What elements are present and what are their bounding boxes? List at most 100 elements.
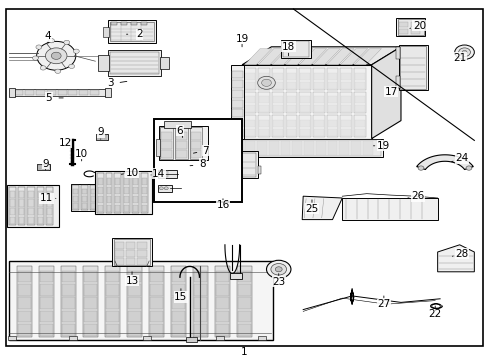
- Bar: [106, 297, 119, 309]
- Bar: [106, 271, 119, 282]
- Bar: [312, 115, 324, 137]
- Bar: [9, 261, 272, 340]
- Text: 12: 12: [58, 138, 72, 148]
- Bar: [341, 120, 350, 127]
- Bar: [37, 187, 44, 225]
- Bar: [160, 57, 169, 69]
- Text: 20: 20: [412, 21, 425, 31]
- Bar: [285, 68, 297, 90]
- Bar: [150, 311, 163, 322]
- Bar: [19, 217, 24, 224]
- Bar: [150, 297, 163, 309]
- Bar: [312, 92, 324, 113]
- Bar: [150, 324, 163, 336]
- Bar: [172, 297, 184, 309]
- Circle shape: [37, 41, 76, 70]
- Bar: [286, 129, 296, 136]
- Bar: [40, 297, 53, 309]
- Bar: [259, 129, 268, 136]
- Bar: [176, 141, 186, 149]
- Text: 3: 3: [106, 78, 113, 88]
- Polygon shape: [416, 155, 472, 170]
- Text: 6: 6: [176, 126, 183, 136]
- Bar: [72, 185, 79, 210]
- Bar: [27, 187, 35, 225]
- Bar: [141, 22, 146, 25]
- Text: 27: 27: [376, 299, 390, 309]
- Bar: [109, 52, 159, 74]
- Bar: [158, 170, 176, 178]
- Bar: [84, 324, 97, 336]
- Circle shape: [465, 166, 471, 170]
- Bar: [313, 82, 323, 89]
- Bar: [172, 271, 184, 282]
- Bar: [161, 150, 172, 158]
- Bar: [313, 120, 323, 127]
- Bar: [137, 258, 146, 265]
- Bar: [190, 150, 201, 158]
- Bar: [161, 132, 172, 140]
- Bar: [398, 45, 427, 90]
- Bar: [232, 71, 242, 78]
- Bar: [354, 82, 364, 89]
- Bar: [97, 173, 103, 213]
- Text: 18: 18: [281, 42, 295, 52]
- Bar: [115, 187, 120, 194]
- Polygon shape: [326, 49, 353, 65]
- Bar: [132, 173, 139, 213]
- Bar: [18, 324, 31, 336]
- Bar: [124, 187, 129, 194]
- Bar: [10, 208, 15, 215]
- Bar: [272, 129, 282, 136]
- Bar: [160, 127, 173, 159]
- Text: 7: 7: [202, 146, 208, 156]
- Bar: [81, 185, 88, 210]
- Bar: [115, 196, 120, 203]
- Bar: [315, 141, 325, 155]
- Bar: [232, 129, 242, 137]
- Bar: [312, 68, 324, 90]
- Bar: [142, 187, 146, 194]
- Bar: [272, 82, 282, 89]
- Bar: [259, 96, 268, 103]
- Bar: [105, 173, 112, 213]
- Bar: [62, 324, 75, 336]
- Bar: [286, 120, 296, 127]
- Bar: [62, 311, 75, 322]
- Text: 13: 13: [125, 276, 139, 286]
- Bar: [98, 178, 102, 185]
- Bar: [17, 266, 32, 337]
- Bar: [154, 119, 242, 202]
- Bar: [354, 120, 364, 127]
- Text: 16: 16: [216, 200, 229, 210]
- Bar: [231, 65, 243, 139]
- Bar: [362, 141, 372, 155]
- Bar: [150, 271, 163, 282]
- Bar: [126, 242, 135, 249]
- Polygon shape: [258, 49, 285, 65]
- Bar: [341, 96, 350, 103]
- Bar: [142, 336, 150, 340]
- Bar: [229, 273, 242, 279]
- Bar: [245, 73, 255, 80]
- Circle shape: [51, 52, 61, 59]
- Bar: [299, 68, 310, 90]
- Bar: [398, 29, 407, 34]
- Bar: [8, 336, 16, 340]
- Bar: [96, 134, 108, 140]
- Bar: [313, 105, 323, 112]
- Bar: [39, 165, 41, 169]
- Bar: [281, 40, 310, 58]
- Circle shape: [63, 40, 69, 45]
- Bar: [232, 109, 242, 117]
- Bar: [292, 141, 302, 155]
- Text: 22: 22: [427, 309, 441, 319]
- Bar: [58, 90, 66, 95]
- Bar: [28, 191, 34, 198]
- Circle shape: [36, 45, 41, 49]
- Circle shape: [417, 166, 423, 170]
- Bar: [15, 90, 23, 95]
- Bar: [327, 105, 337, 112]
- Bar: [9, 88, 15, 97]
- Bar: [18, 284, 31, 296]
